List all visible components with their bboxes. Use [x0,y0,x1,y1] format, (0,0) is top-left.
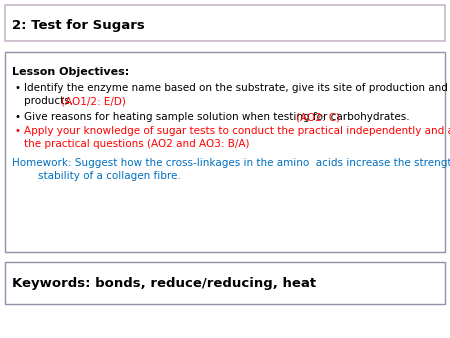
Text: Lesson Objectives:: Lesson Objectives: [12,67,129,77]
Text: Keywords: bonds, reduce/reducing, heat: Keywords: bonds, reduce/reducing, heat [12,276,316,290]
Text: (AO1/2: E/D): (AO1/2: E/D) [61,96,126,106]
Text: Identify the enzyme name based on the substrate, give its site of production and: Identify the enzyme name based on the su… [24,83,448,93]
Text: (AO2: C): (AO2: C) [296,112,340,122]
Text: stability of a collagen fibre.: stability of a collagen fibre. [12,171,181,181]
Text: •: • [14,112,20,122]
Text: Apply your knowledge of sugar tests to conduct the practical independently and a: Apply your knowledge of sugar tests to c… [24,126,450,136]
FancyBboxPatch shape [5,5,445,41]
Text: Give reasons for heating sample solution when testing for carbohydrates.: Give reasons for heating sample solution… [24,112,413,122]
Text: •: • [14,126,20,136]
Text: Homework: Suggest how the cross-linkages in the amino  acids increase the streng: Homework: Suggest how the cross-linkages… [12,158,450,168]
FancyBboxPatch shape [5,262,445,304]
Text: 2: Test for Sugars: 2: Test for Sugars [12,19,145,31]
Text: •: • [14,83,20,93]
Text: the practical questions (AO2 and AO3: B/A): the practical questions (AO2 and AO3: B/… [24,139,249,149]
Text: products.: products. [24,96,77,106]
FancyBboxPatch shape [5,52,445,252]
